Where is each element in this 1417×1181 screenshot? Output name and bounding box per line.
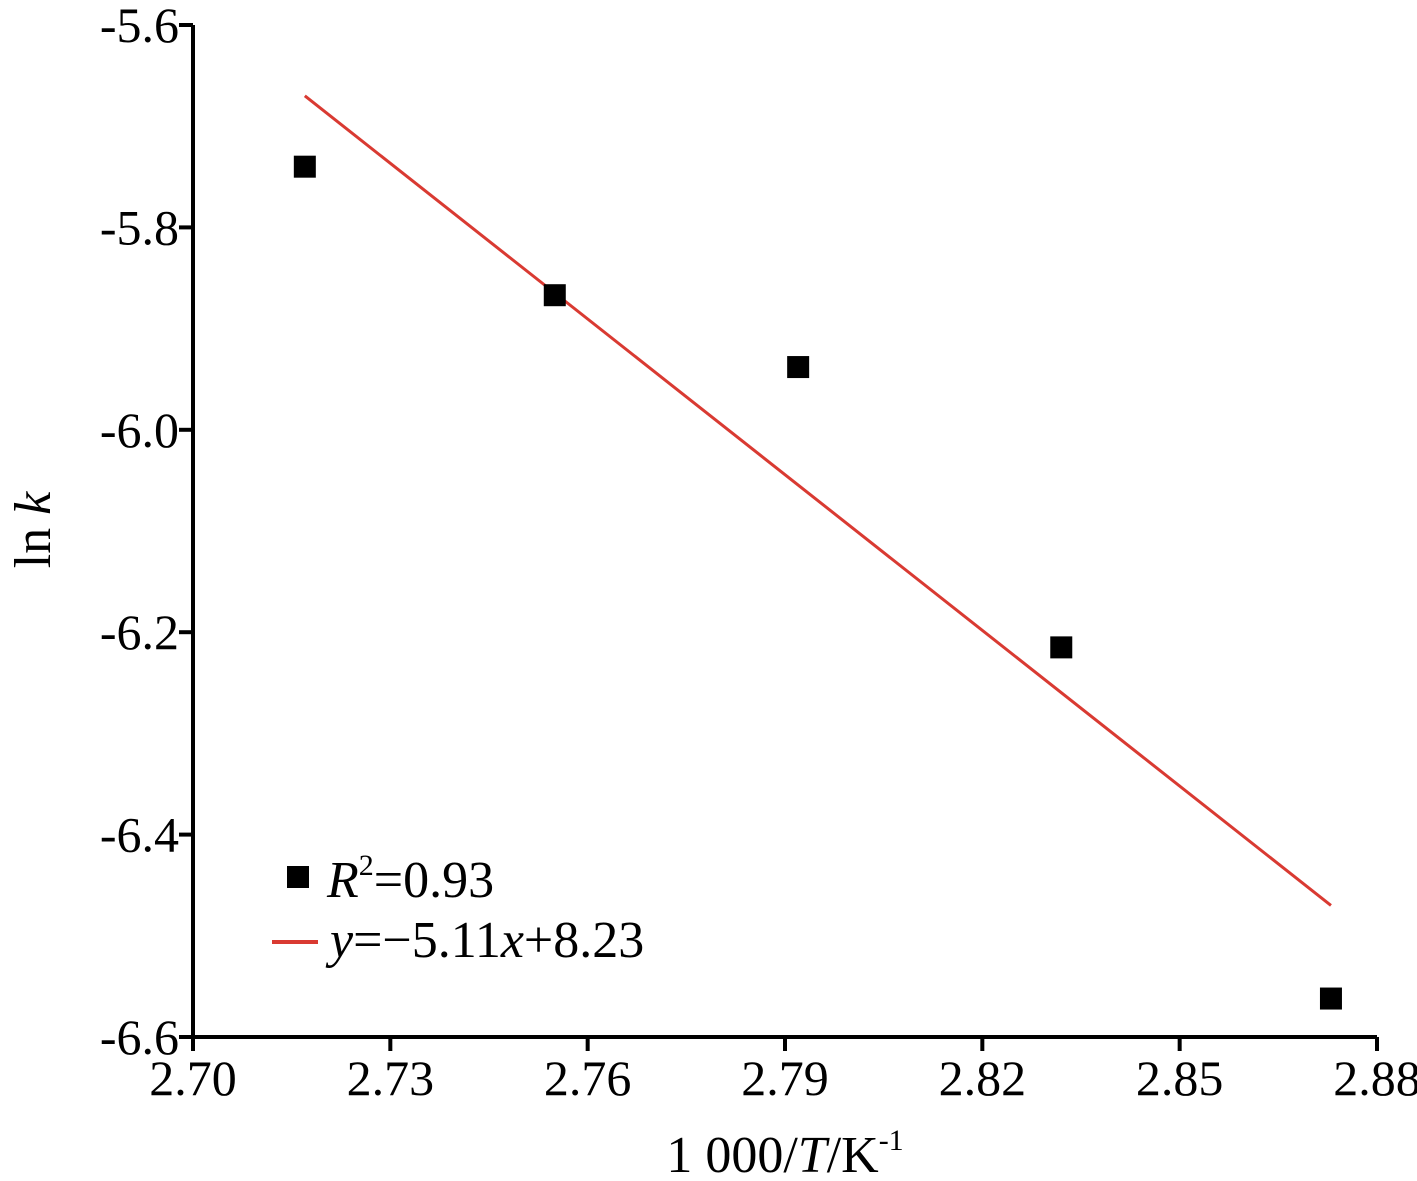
x-tick-label: 2.85 [1136, 1050, 1224, 1106]
legend-square-marker [287, 866, 309, 888]
legend-points-label: R2=0.93 [326, 849, 494, 909]
data-points-series [293, 155, 1342, 1010]
x-axis-title: 1 000/T/K-1 [666, 1124, 903, 1181]
data-point [1319, 987, 1342, 1010]
legend-line-label: y=−5.11x+8.23 [325, 912, 644, 969]
data-point [543, 284, 566, 307]
axes [191, 25, 1377, 1039]
data-point [293, 155, 316, 178]
y-tick-label: -6.4 [100, 807, 179, 863]
data-point [787, 356, 810, 379]
data-point [1050, 636, 1073, 659]
y-tick-label: -6.2 [100, 604, 179, 660]
x-tick-label: 2.82 [939, 1050, 1027, 1106]
x-tick-label: 2.79 [741, 1050, 829, 1106]
fit-line [303, 94, 1332, 907]
y-ticks: -5.6 -5.8 -6.0 -6.2 -6.4 -6.6 [100, 0, 193, 1065]
y-tick-label: -5.6 [100, 0, 179, 53]
legend: R2=0.93 y=−5.11x+8.23 [272, 849, 644, 969]
y-axis-title: ln k [5, 491, 62, 568]
y-tick-label: -5.8 [100, 199, 179, 255]
x-tick-label: 2.76 [544, 1050, 632, 1106]
x-tick-label: 2.70 [149, 1050, 237, 1106]
x-tick-label: 2.73 [347, 1050, 435, 1106]
fit-line-series [303, 94, 1332, 907]
y-tick-label: -6.0 [100, 402, 179, 458]
y-tick-label: -6.6 [100, 1009, 179, 1065]
x-ticks: 2.70 2.73 2.76 2.79 2.82 2.85 2.88 [149, 1037, 1417, 1106]
x-tick-label: 2.88 [1333, 1050, 1417, 1106]
